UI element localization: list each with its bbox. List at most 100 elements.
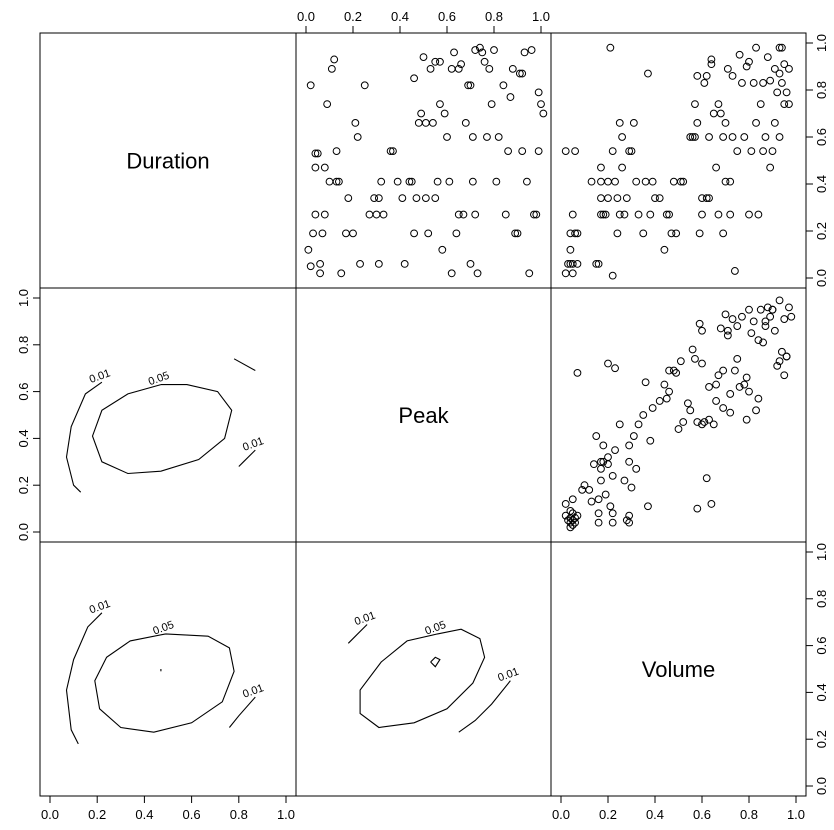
scatter-point: [327, 64, 336, 73]
scatter-point: [608, 509, 617, 518]
scatter-point: [587, 177, 596, 186]
scatter-point: [377, 177, 386, 186]
scatter-point: [594, 518, 603, 527]
scatter-point: [634, 420, 643, 429]
scatter-point: [386, 147, 395, 156]
scatter-point: [349, 229, 357, 238]
scatter-point: [618, 133, 626, 141]
contour-line: [94, 633, 235, 733]
scatter-point: [662, 394, 671, 403]
scatter-point: [564, 516, 572, 525]
scatter-point: [573, 260, 582, 268]
scatter-point: [568, 509, 577, 518]
x-tick-label: 0.4: [135, 807, 153, 822]
scatter-point: [604, 194, 612, 203]
y-tick-label: 0.6: [16, 383, 31, 401]
scatter-point: [450, 48, 458, 57]
contour-line: [359, 628, 486, 729]
scatter-point: [320, 163, 329, 172]
scatter-point: [688, 133, 697, 141]
scatter-point: [518, 69, 527, 78]
scatter-point: [313, 149, 322, 158]
scatter-point: [700, 79, 709, 87]
x-tick-label: 0.2: [344, 9, 362, 24]
scatter-point: [342, 229, 350, 238]
x-tick-label: 0.6: [438, 9, 456, 24]
scatter-point: [597, 210, 605, 219]
scatter-point: [705, 383, 713, 391]
x-tick-label: 1.0: [787, 807, 805, 822]
scatter-point: [733, 147, 742, 156]
y-tick-label: 0.8: [814, 81, 829, 99]
scatter-point: [641, 378, 650, 387]
contour-label: 0.01: [496, 666, 520, 685]
scatter-point: [698, 359, 706, 368]
scatter-point: [679, 418, 688, 426]
scatter-point: [785, 100, 793, 108]
scatter-point: [573, 229, 582, 238]
scatter-point: [471, 46, 480, 54]
x-tick-label: 0.8: [485, 9, 503, 24]
scatter-point: [726, 390, 735, 398]
scatter-point: [709, 420, 718, 429]
scatter-point: [716, 109, 725, 118]
scatter-point: [707, 55, 716, 64]
scatter-point: [311, 210, 320, 219]
panel-1-0: [39, 287, 297, 543]
scatter-point: [728, 133, 737, 141]
scatter-point: [351, 119, 360, 127]
y-tick-label: 0.4: [16, 429, 31, 447]
scatter-point: [646, 436, 655, 445]
scatter-point: [311, 149, 320, 158]
scatter-point: [712, 380, 720, 389]
scatter-point: [693, 72, 702, 80]
scatter-point: [688, 345, 697, 354]
scatter-point: [625, 511, 634, 520]
scatter-point: [566, 507, 575, 515]
scatter-point: [480, 57, 489, 66]
scatter-point: [587, 497, 596, 506]
scatter-point: [461, 119, 470, 127]
scatter-point: [728, 315, 737, 323]
scatter-point: [454, 210, 463, 219]
scatter-point: [766, 163, 775, 172]
scatter-point: [316, 260, 325, 268]
scatter-point: [707, 500, 716, 508]
scatter-point: [490, 46, 498, 54]
scatter-point: [594, 509, 603, 518]
scatter-point: [735, 50, 744, 59]
scatter-point: [775, 296, 784, 305]
contour-line: [228, 696, 256, 728]
contour-line: [91, 384, 233, 475]
scatter-point: [627, 483, 636, 492]
scatter-point: [438, 245, 447, 254]
scatter-point: [525, 269, 534, 278]
variable-label-duration: Duration: [126, 149, 209, 174]
y-tick-label: 1.0: [814, 543, 829, 561]
y-tick-label: 0.8: [814, 590, 829, 608]
scatter-point: [702, 72, 711, 80]
scatter-point: [761, 317, 770, 326]
y-tick-label: 0.2: [814, 222, 829, 240]
contour-line: [233, 358, 256, 371]
scatter-point: [615, 420, 624, 429]
x-tick-label: 0.0: [552, 807, 570, 822]
scatter-point: [735, 383, 744, 391]
scatter-point: [506, 93, 515, 101]
scatter-point: [527, 46, 536, 54]
scatter-point: [698, 326, 706, 335]
y-tick-label: 0.0: [16, 523, 31, 541]
scatter-point: [759, 79, 767, 87]
scatter-point: [775, 357, 784, 366]
scatter-point: [778, 79, 786, 87]
scatter-point: [468, 177, 477, 186]
scatter-point: [400, 260, 409, 268]
scatter-point: [564, 260, 572, 268]
scatter-point: [660, 380, 669, 389]
scatter-point: [752, 406, 760, 415]
scatter-point: [393, 177, 402, 186]
scatter-point: [780, 371, 789, 380]
scatter-point: [702, 194, 711, 203]
scatter-point: [721, 119, 730, 127]
